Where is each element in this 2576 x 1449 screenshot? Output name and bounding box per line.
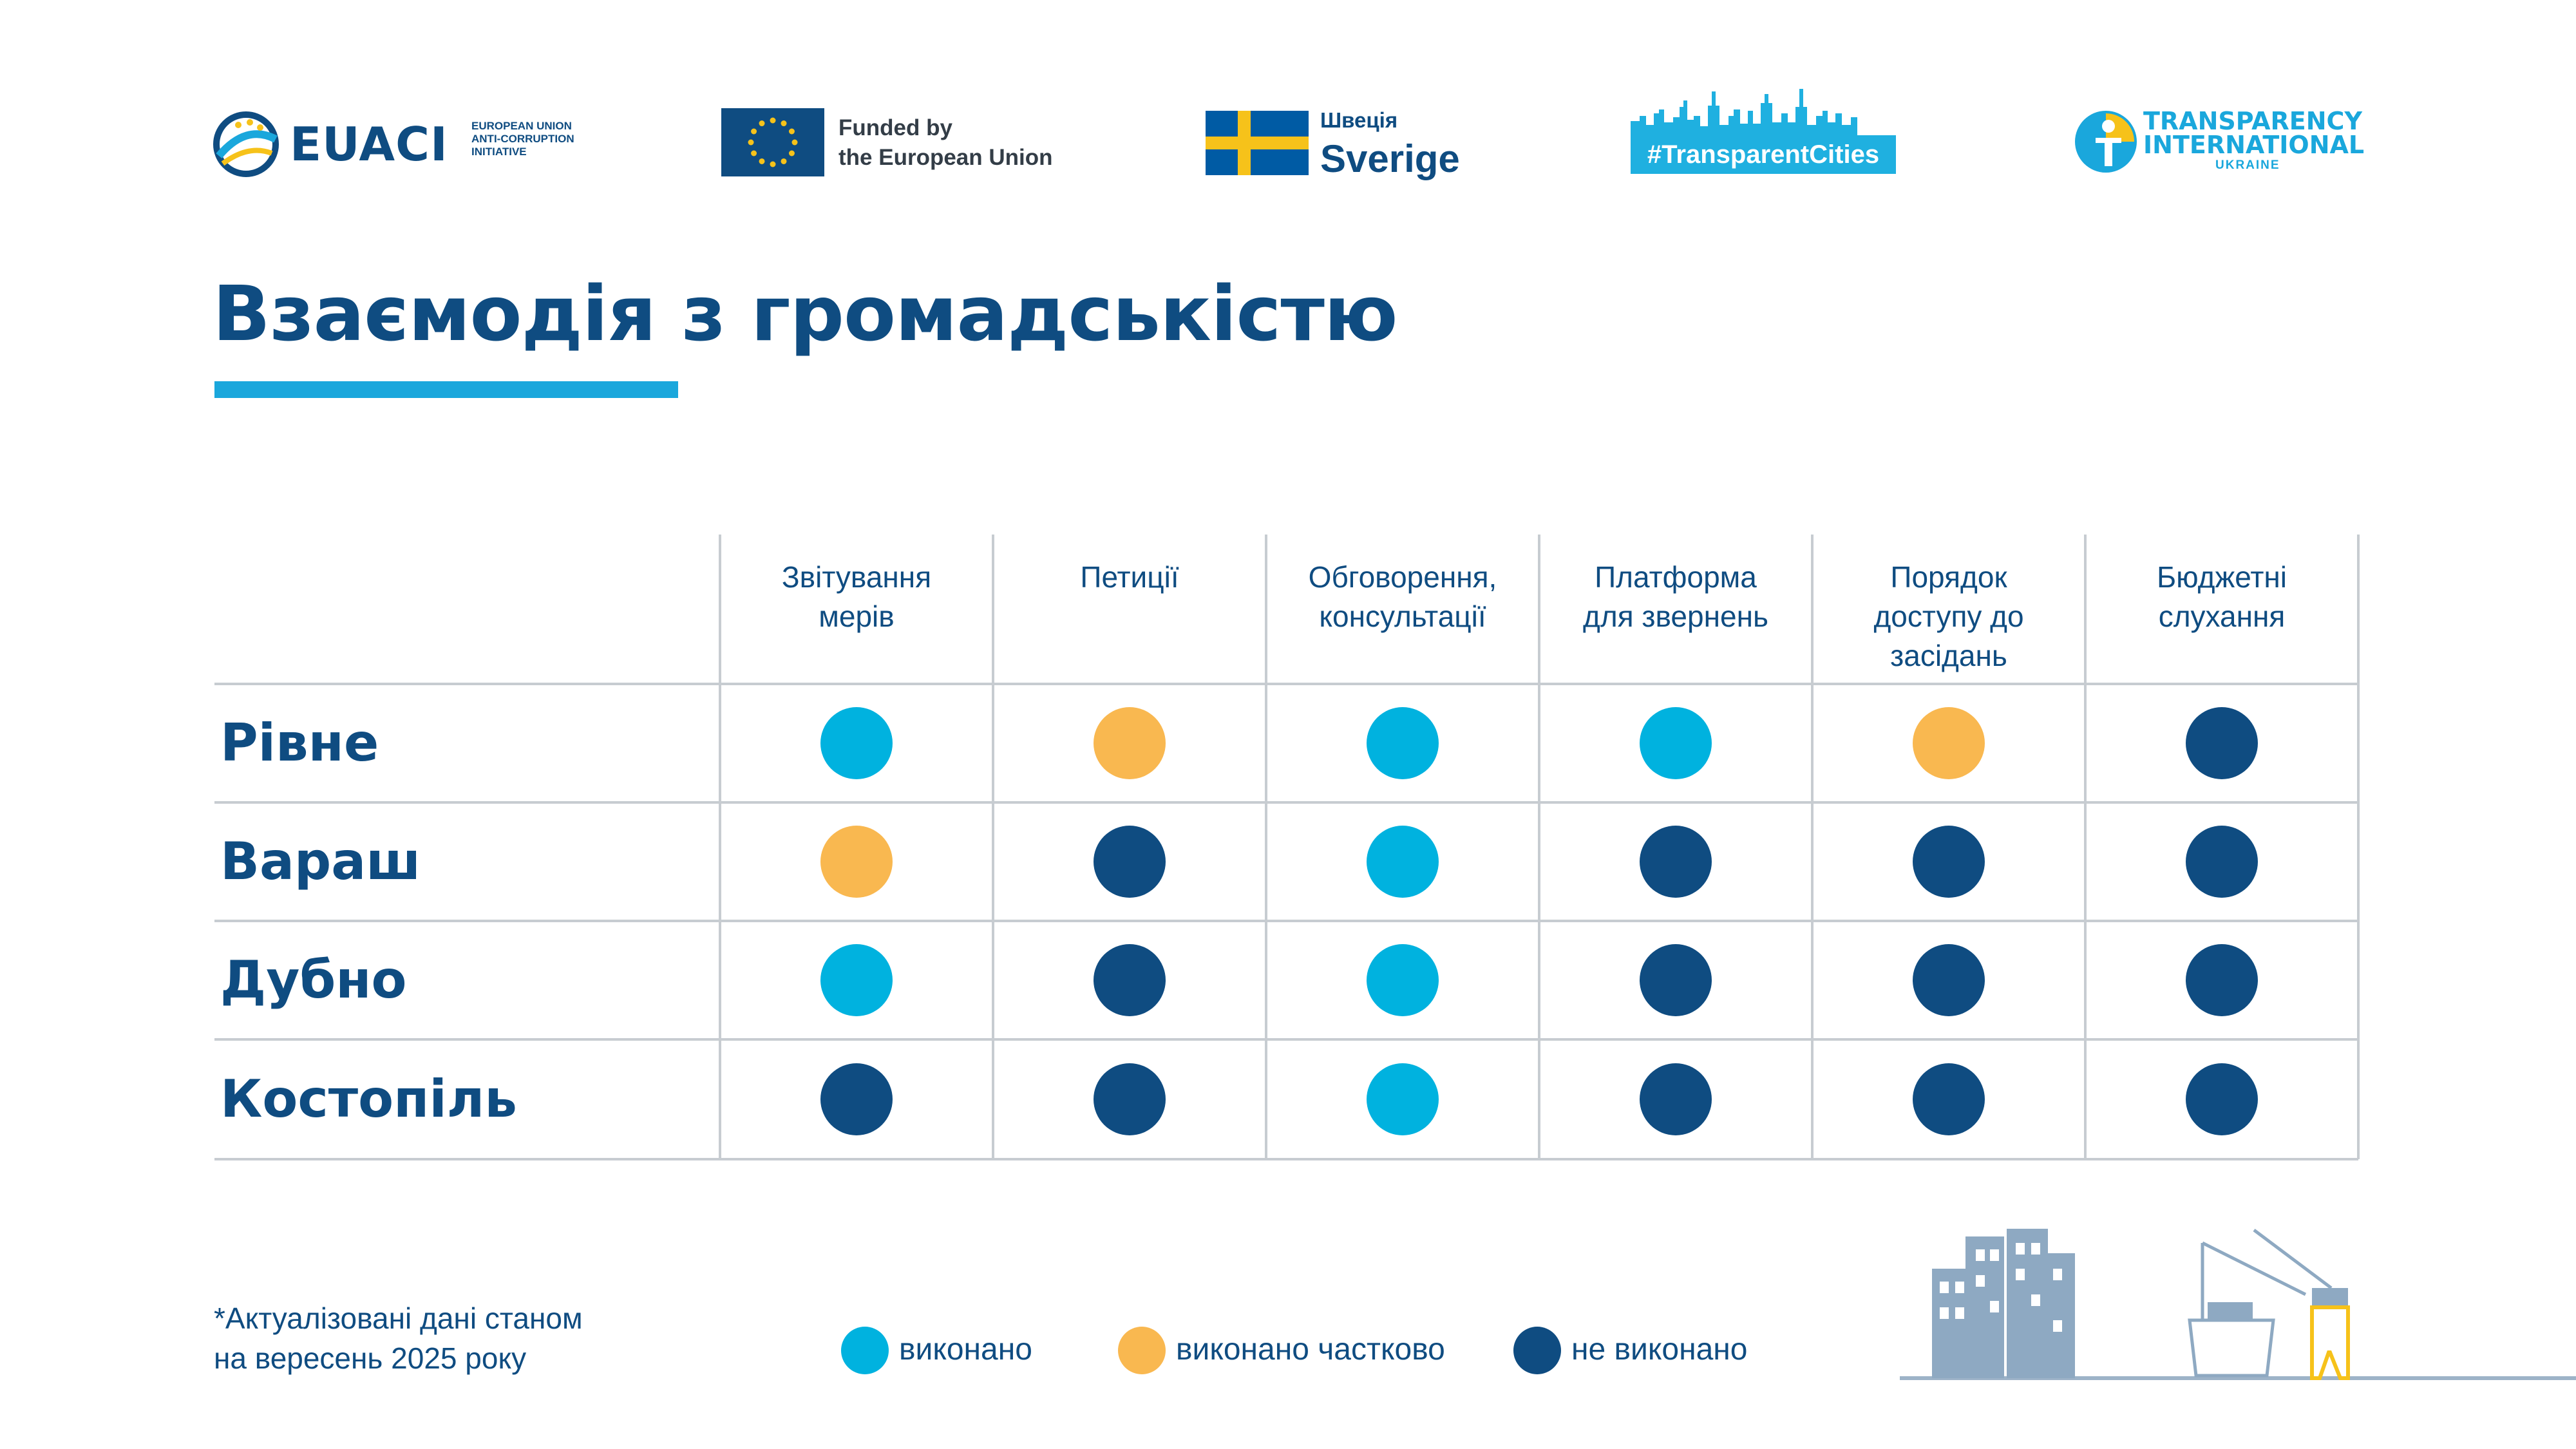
city-skyline-icon (1631, 89, 1857, 139)
row-label-city: Костопіль (220, 1069, 517, 1129)
eu-flag-icon (721, 108, 824, 176)
status-dot-done (1367, 826, 1439, 898)
status-dot-not (1913, 944, 1985, 1016)
column-divider (1538, 535, 1540, 1159)
status-dot-done (1640, 707, 1712, 779)
row-label-city: Дубно (220, 950, 407, 1010)
status-dot-not (2186, 826, 2258, 898)
row-label-city: Вараш (220, 831, 421, 891)
ti-emblem-icon (2075, 111, 2137, 173)
euaci-logo: EUACI EUROPEAN UNION ANTI-CORRUPTION INI… (213, 108, 599, 179)
status-dot-not (820, 1063, 893, 1135)
status-dot-partial (1094, 707, 1166, 779)
status-dot-done (1367, 944, 1439, 1016)
transparency-international-logo: TRANSPARENCY INTERNATIONAL UKRAINE (2072, 108, 2369, 179)
row-divider (214, 683, 2358, 685)
sweden-big-label: Sverige (1320, 137, 1460, 180)
status-dot-done (820, 707, 893, 779)
status-dot-not (1094, 1063, 1166, 1135)
legend-dot-not (1513, 1327, 1561, 1374)
status-dot-partial (1913, 707, 1985, 779)
status-dot-not (1640, 944, 1712, 1016)
status-dot-not (1094, 826, 1166, 898)
euaci-wordmark: EUACI (290, 117, 448, 171)
status-dot-not (2186, 707, 2258, 779)
transparent-cities-logo: #TransparentCities (1631, 88, 1896, 174)
status-dot-not (1640, 826, 1712, 898)
ti-wordmark: TRANSPARENCY INTERNATIONAL (2143, 107, 2365, 159)
status-dot-partial (820, 826, 893, 898)
row-label-city: Рівне (220, 713, 379, 773)
status-dot-not (2186, 944, 2258, 1016)
status-dot-not (1640, 1063, 1712, 1135)
status-dot-done (820, 944, 893, 1016)
euaci-emblem-icon (213, 111, 279, 177)
column-divider (2357, 535, 2360, 1159)
column-header: Бюджетні слухання (2156, 560, 2287, 633)
column-divider (719, 535, 721, 1159)
legend-dot-partial (1118, 1327, 1166, 1374)
legend-label: виконано (899, 1332, 1032, 1367)
status-dot-not (1913, 826, 1985, 898)
column-divider (1811, 535, 1814, 1159)
sweden-flag-icon (1206, 111, 1309, 175)
status-dot-done (1367, 707, 1439, 779)
eu-funding-text: Funded by the European Union (838, 115, 1053, 170)
column-header: Обговорення, консультації (1308, 560, 1497, 633)
column-header: Петиції (1080, 560, 1179, 594)
row-divider (214, 801, 2358, 804)
city-port-illustration (1900, 1229, 2576, 1380)
sweden-logo: Швеція Sverige (1206, 108, 1489, 185)
column-header: Звітування мерів (781, 560, 932, 633)
column-header: Порядок доступу до засідань (1873, 560, 2024, 672)
sweden-small-label: Швеція (1320, 108, 1398, 132)
ti-country-label: UKRAINE (2215, 158, 2280, 172)
column-divider (1265, 535, 1267, 1159)
status-dot-done (1367, 1063, 1439, 1135)
status-dot-not (1094, 944, 1166, 1016)
title-underline (214, 381, 678, 398)
row-divider (214, 920, 2358, 922)
transparent-cities-label: #TransparentCities (1631, 135, 1896, 174)
legend-dot-done (841, 1327, 889, 1374)
eu-funding-logo: Funded by the European Union (721, 108, 1082, 176)
status-dot-not (2186, 1063, 2258, 1135)
footnote: *Актуалізовані дані станом на вересень 2… (214, 1302, 583, 1375)
row-divider (214, 1038, 2358, 1041)
column-divider (992, 535, 994, 1159)
legend-label: не виконано (1571, 1332, 1748, 1367)
column-divider (2084, 535, 2087, 1159)
status-dot-not (1913, 1063, 1985, 1135)
column-header: Платформа для звернень (1583, 560, 1768, 633)
legend-label: виконано частково (1176, 1332, 1445, 1367)
row-divider (214, 1158, 2358, 1160)
page-title: Взаємодія з громадськістю (213, 269, 1398, 358)
euaci-subtitle: EUROPEAN UNION ANTI-CORRUPTION INITIATIV… (471, 120, 574, 158)
